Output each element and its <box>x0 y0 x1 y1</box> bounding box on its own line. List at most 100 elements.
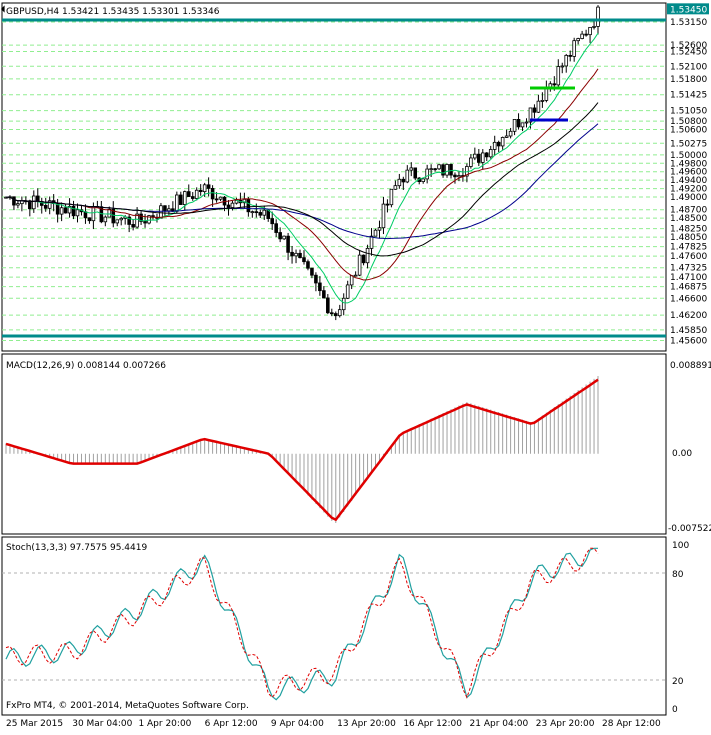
candle-body <box>381 203 386 229</box>
macd-histogram <box>5 376 599 524</box>
candle-body <box>337 309 342 317</box>
price-tick-label: 1.47825 <box>670 243 707 253</box>
candle-body <box>230 202 235 208</box>
price-tick-label: 1.52100 <box>670 62 707 72</box>
candle-body <box>429 168 433 171</box>
macd-header: MACD(12,26,9) 0.008144 0.007266 <box>6 361 166 371</box>
candle-body <box>206 184 211 189</box>
macd-scale-bottom: -0.007522 <box>668 524 711 534</box>
candle-body <box>318 282 322 292</box>
price-tick-label: 1.50800 <box>670 117 707 127</box>
copyright-text: FxPro MT4, © 2001-2014, MetaQuotes Softw… <box>6 701 249 711</box>
stoch-signal-line <box>5 547 599 699</box>
candle-body <box>306 261 310 269</box>
candle-body <box>441 164 445 176</box>
candle-body <box>175 194 179 212</box>
candle-body <box>20 200 24 205</box>
price-candles <box>4 5 600 321</box>
price-tick-label: 1.45850 <box>670 326 707 336</box>
price-tick-label: 1.46875 <box>670 283 707 293</box>
candle-body <box>210 187 215 200</box>
ma-fast-line <box>5 32 599 304</box>
price-tick-label: 1.50000 <box>670 151 707 161</box>
price-grid <box>2 21 666 341</box>
candle-body <box>508 130 513 137</box>
candle-body <box>480 152 485 163</box>
candle-body <box>437 164 441 170</box>
candle-body <box>326 297 330 314</box>
stoch-pane[interactable]: Stoch(13,3,3) 97.7575 95.4419 100 80 20 … <box>1 536 689 716</box>
candle-body <box>87 217 92 222</box>
candle-body <box>477 153 481 163</box>
candle-body <box>250 211 255 214</box>
candle-body <box>568 54 572 57</box>
candle-body <box>524 121 529 124</box>
candle-body <box>246 198 251 213</box>
price-tick-label: 1.47100 <box>670 273 707 283</box>
macd-scale-zero: 0.00 <box>672 449 692 459</box>
price-tick-label: 1.53150 <box>670 18 707 28</box>
candle-body <box>540 100 545 102</box>
price-tick-label: 1.51050 <box>670 107 707 117</box>
candle-body <box>369 235 374 249</box>
candle-body <box>186 191 191 197</box>
time-tick-label: 1 Apr 20:00 <box>138 719 191 729</box>
candle-body <box>322 290 326 299</box>
price-pane[interactable]: GBPUSD,H4 1.53421 1.53435 1.53301 1.5334… <box>1 2 709 352</box>
candle-body <box>139 213 143 222</box>
candle-body <box>278 232 282 240</box>
time-tick-label: 16 Apr 12:00 <box>403 719 462 729</box>
time-tick-label: 9 Apr 04:00 <box>271 719 324 729</box>
candle-body <box>179 194 183 205</box>
candle-body <box>159 205 163 219</box>
price-tick-label: 1.49000 <box>670 193 707 203</box>
candle-body <box>270 218 274 225</box>
stoch-header: Stoch(13,3,3) 97.7575 95.4419 <box>6 543 147 553</box>
candle-body <box>341 297 346 311</box>
candle-body <box>71 205 76 217</box>
candle-body <box>254 211 259 214</box>
candle-body <box>492 141 497 150</box>
candle-body <box>214 198 219 201</box>
candle-body <box>242 198 247 204</box>
candle-body <box>143 221 147 224</box>
price-tick-label: 1.47600 <box>670 252 707 262</box>
candle-body <box>409 167 414 171</box>
candle-body <box>103 216 108 223</box>
time-tick-label: 28 Apr 12:00 <box>602 719 661 729</box>
price-tick-label: 1.52600 <box>670 41 707 51</box>
candle-body <box>389 188 394 206</box>
candle-body <box>532 107 537 113</box>
candle-body <box>357 254 362 276</box>
price-tick-label: 1.46200 <box>670 311 707 321</box>
price-tick-label: 1.52450 <box>670 48 707 58</box>
candle-body <box>258 212 263 216</box>
candle-body <box>488 149 493 158</box>
candle-body <box>43 205 48 209</box>
candle-body <box>190 196 195 199</box>
macd-pane[interactable]: MACD(12,26,9) 0.008144 0.007266 0.008891… <box>1 353 711 535</box>
candle-body <box>163 205 167 212</box>
candle-body <box>111 208 116 224</box>
candle-body <box>310 267 314 276</box>
candle-body <box>401 178 406 183</box>
candle-body <box>520 122 525 128</box>
stoch-scale-80: 80 <box>672 570 684 580</box>
candle-body <box>560 65 565 68</box>
candle-body <box>135 213 139 228</box>
candle-body <box>516 119 521 128</box>
menu-arrow-icon[interactable] <box>1 5 5 13</box>
candle-body <box>592 26 596 28</box>
candle-body <box>345 284 350 299</box>
candle-body <box>314 274 318 284</box>
price-moving-averages <box>5 32 599 304</box>
price-tick-label: 1.48700 <box>670 206 707 216</box>
current-price-marker <box>667 3 709 15</box>
candle-body <box>47 200 52 209</box>
time-tick-label: 23 Apr 20:00 <box>536 719 595 729</box>
candle-body <box>226 204 231 208</box>
candle-body <box>353 274 358 277</box>
